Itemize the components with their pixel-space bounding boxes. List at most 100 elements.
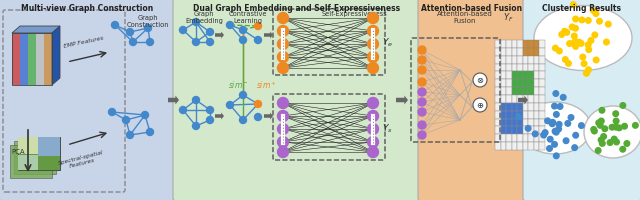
Bar bbox=[517, 142, 523, 150]
Polygon shape bbox=[518, 96, 528, 105]
Bar bbox=[506, 119, 511, 127]
Circle shape bbox=[367, 26, 378, 37]
Circle shape bbox=[572, 145, 577, 151]
Text: Graph
Embedding: Graph Embedding bbox=[185, 11, 223, 24]
Bar bbox=[534, 96, 540, 103]
Text: Spectral-spatial
Features: Spectral-spatial Features bbox=[58, 149, 106, 171]
Bar bbox=[534, 64, 540, 72]
Circle shape bbox=[562, 29, 568, 35]
Text: Self-Expressiveness: Self-Expressiveness bbox=[322, 11, 388, 17]
Bar bbox=[523, 49, 529, 56]
Circle shape bbox=[581, 62, 587, 67]
Bar bbox=[495, 119, 500, 127]
Polygon shape bbox=[396, 96, 408, 105]
Bar bbox=[500, 96, 506, 103]
Circle shape bbox=[588, 38, 594, 44]
FancyBboxPatch shape bbox=[28, 34, 36, 86]
Bar bbox=[506, 96, 511, 103]
Circle shape bbox=[620, 147, 625, 152]
Bar bbox=[523, 127, 529, 135]
Circle shape bbox=[553, 91, 559, 97]
Circle shape bbox=[255, 114, 262, 121]
Bar bbox=[540, 135, 545, 142]
Polygon shape bbox=[215, 113, 224, 120]
Bar bbox=[506, 88, 511, 96]
Circle shape bbox=[600, 141, 605, 146]
Text: $Y_e$: $Y_e$ bbox=[382, 37, 393, 49]
Circle shape bbox=[367, 63, 378, 74]
Bar bbox=[511, 103, 517, 111]
Bar bbox=[534, 41, 540, 49]
Circle shape bbox=[616, 125, 622, 131]
Bar bbox=[517, 49, 523, 56]
Polygon shape bbox=[52, 27, 60, 86]
Bar bbox=[500, 111, 506, 119]
FancyBboxPatch shape bbox=[20, 34, 28, 86]
Bar bbox=[511, 88, 517, 96]
Circle shape bbox=[550, 120, 556, 126]
FancyBboxPatch shape bbox=[173, 0, 421, 200]
Bar bbox=[506, 56, 511, 64]
Bar bbox=[534, 103, 540, 111]
FancyBboxPatch shape bbox=[44, 34, 52, 86]
Circle shape bbox=[193, 39, 200, 46]
Bar bbox=[517, 135, 523, 142]
FancyBboxPatch shape bbox=[523, 0, 640, 200]
Bar bbox=[506, 41, 511, 49]
Bar bbox=[534, 56, 540, 64]
Bar bbox=[517, 96, 523, 103]
Bar bbox=[495, 103, 500, 111]
Circle shape bbox=[207, 29, 214, 36]
Circle shape bbox=[207, 39, 214, 46]
Circle shape bbox=[278, 52, 289, 63]
Bar bbox=[511, 49, 517, 56]
Circle shape bbox=[552, 129, 558, 134]
Circle shape bbox=[604, 40, 609, 46]
Bar bbox=[511, 96, 517, 103]
Circle shape bbox=[559, 32, 564, 38]
Circle shape bbox=[367, 39, 378, 50]
Circle shape bbox=[418, 108, 426, 116]
Circle shape bbox=[239, 92, 246, 99]
Circle shape bbox=[418, 131, 426, 139]
FancyBboxPatch shape bbox=[18, 137, 60, 170]
Bar bbox=[529, 135, 534, 142]
Circle shape bbox=[586, 19, 591, 24]
Circle shape bbox=[179, 27, 186, 34]
Text: $Y_F$: $Y_F$ bbox=[502, 11, 513, 23]
Bar bbox=[500, 80, 506, 88]
Bar bbox=[500, 56, 506, 64]
Polygon shape bbox=[215, 32, 224, 39]
Bar bbox=[500, 127, 506, 135]
Bar bbox=[534, 111, 540, 119]
Bar bbox=[506, 80, 511, 88]
Text: Dual Graph Embedding and Self-Expressiveness: Dual Graph Embedding and Self-Expressive… bbox=[193, 4, 401, 13]
Text: Attention-based Fusion: Attention-based Fusion bbox=[421, 4, 523, 13]
Circle shape bbox=[239, 27, 246, 34]
Circle shape bbox=[602, 126, 607, 132]
Bar bbox=[534, 142, 540, 150]
Bar bbox=[517, 41, 523, 49]
Circle shape bbox=[207, 117, 214, 124]
Text: Contrastive
Learning: Contrastive Learning bbox=[228, 11, 268, 24]
Circle shape bbox=[554, 130, 559, 135]
Bar bbox=[523, 111, 529, 119]
Circle shape bbox=[122, 117, 129, 124]
Bar bbox=[500, 72, 506, 80]
FancyBboxPatch shape bbox=[18, 155, 38, 170]
Bar bbox=[511, 64, 517, 72]
Text: Clustering Results: Clustering Results bbox=[543, 4, 621, 13]
Circle shape bbox=[111, 22, 118, 29]
Circle shape bbox=[127, 29, 134, 36]
Bar bbox=[506, 135, 511, 142]
Text: Multi-view Graph Construction: Multi-view Graph Construction bbox=[21, 4, 153, 13]
Circle shape bbox=[573, 44, 579, 50]
Circle shape bbox=[109, 109, 115, 116]
Bar bbox=[529, 49, 534, 56]
Circle shape bbox=[586, 43, 591, 48]
Circle shape bbox=[563, 138, 569, 144]
Polygon shape bbox=[168, 96, 179, 105]
Bar bbox=[511, 135, 517, 142]
Circle shape bbox=[473, 74, 487, 88]
Circle shape bbox=[239, 117, 246, 124]
